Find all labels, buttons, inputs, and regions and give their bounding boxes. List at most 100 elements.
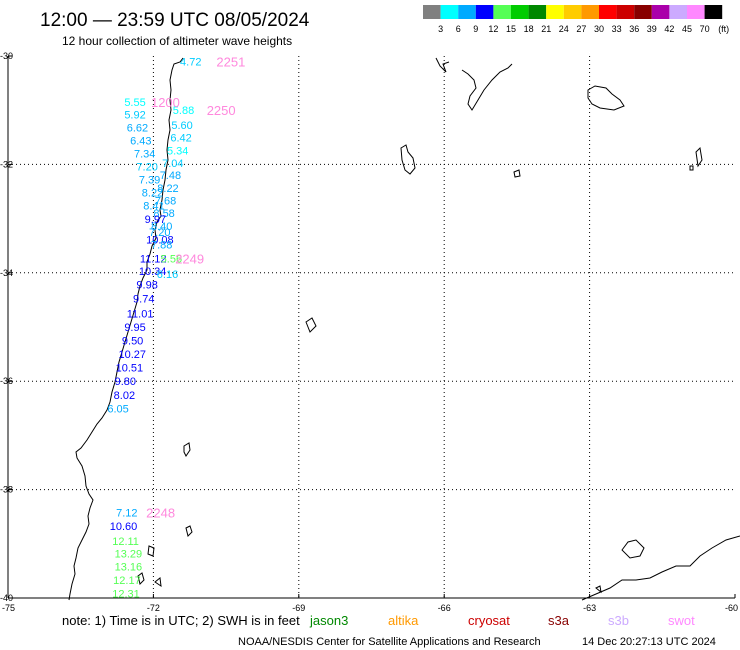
satellite-s3a: s3a [548, 613, 570, 628]
legend-swatch [493, 5, 511, 19]
wave-height-value: 9.80 [115, 376, 136, 388]
wave-height-value: 9.95 [124, 322, 145, 334]
wave-height-value: 6.62 [127, 123, 148, 135]
lon-label: -75 [2, 603, 15, 613]
wave-height-value: 10.51 [116, 363, 144, 375]
wave-height-value: 8.02 [114, 390, 135, 402]
wave-height-value: 6.43 [130, 136, 151, 148]
wave-height-value: 11.12 [140, 254, 167, 266]
legend-swatch [704, 5, 723, 19]
legend-label: 36 [629, 24, 639, 34]
island-dot-c [595, 585, 602, 594]
legend-swatch [616, 5, 635, 19]
legend-label: 21 [541, 24, 551, 34]
island-small-c [137, 572, 145, 585]
legend-swatch [528, 5, 547, 19]
wave-height-value: 9.50 [122, 336, 143, 348]
legend-label: 39 [647, 24, 657, 34]
legend-label: 15 [506, 24, 516, 34]
legend-swatch [423, 5, 441, 19]
lat-label: -38 [0, 485, 13, 495]
wave-height-value: 5.88 [173, 105, 194, 117]
coastline [68, 57, 740, 601]
lon-label: -63 [583, 603, 596, 613]
wave-height-value: 4.72 [180, 56, 201, 68]
legend-label: 33 [612, 24, 622, 34]
legend-swatch [634, 5, 652, 19]
argentina-bay [621, 539, 645, 559]
wave-height-value: 9.74 [133, 293, 154, 305]
wave-height-value: 7.88 [151, 240, 172, 252]
wave-height-value: 8.41 [143, 201, 164, 213]
wave-height-value: 8.22 [157, 183, 178, 195]
wave-height-value: 12.17 [113, 575, 141, 587]
wave-height-value: 7.20 [136, 162, 157, 174]
legend-swatch [669, 5, 687, 19]
lon-label: -60 [725, 603, 738, 613]
wave-height-value: 7.12 [116, 507, 137, 519]
wave-height-value: 13.29 [115, 549, 143, 561]
wave-height-value: 11.01 [127, 308, 154, 320]
lon-label: -69 [292, 603, 305, 613]
lat-label: -30 [0, 51, 13, 61]
wave-height-value: 9.97 [145, 214, 166, 226]
legend-swatch [581, 5, 599, 19]
wave-height-value: 10.08 [146, 235, 174, 247]
wave-height-value: 5.34 [167, 145, 188, 157]
legend-label: 42 [664, 24, 674, 34]
wave-height-value: 7.48 [160, 170, 181, 182]
wave-height-value: 5.56 [161, 254, 182, 266]
legend-label: 24 [559, 24, 569, 34]
argentina-coastline-north [435, 57, 513, 111]
map-title: 12:00 — 23:59 UTC 08/05/2024 [40, 10, 310, 31]
footer-credit: NOAA/NESDIS Center for Satellite Applica… [238, 636, 541, 648]
legend-label: 45 [682, 24, 692, 34]
legend-swatch [475, 5, 494, 19]
argentina-island-a [587, 85, 625, 111]
satellite-swot: swot [668, 613, 695, 628]
wave-height-value: 6.05 [107, 403, 128, 415]
wave-height-value: 10.34 [139, 266, 167, 278]
footer-note: note: 1) Time is in UTC; 2) SWH is in fe… [62, 613, 300, 628]
color-legend: 3 6 9 12 15 18 21 24 27 30 33 36 39 42 45 70 (ft) [423, 5, 729, 34]
legend-swatch [687, 5, 705, 19]
lon-label: -66 [438, 603, 451, 613]
island-dot-a [513, 169, 521, 178]
satellite-cryosat: cryosat [468, 613, 510, 628]
island-dot-b [695, 146, 703, 168]
legend-swatch [651, 5, 670, 19]
lat-label: -36 [0, 376, 13, 386]
lat-label: -40 [0, 593, 13, 603]
wave-height-value: 12.11 [112, 536, 139, 548]
observations-layer: 4.72 5.55 5.88 5.92 5.60 6.62 6.42 6.43 5.34 7.34… [107, 56, 201, 600]
wave-height-value: 7.39 [139, 175, 160, 187]
legend-label: 18 [524, 24, 534, 34]
satellite-s3b: s3b [608, 613, 629, 628]
island-small-b [154, 577, 162, 588]
wave-height-value: 5.92 [124, 110, 145, 122]
wave-height-value: 6.42 [170, 132, 191, 144]
legend-unit: (ft) [718, 24, 729, 34]
satellite-jason3: jason3 [309, 613, 348, 628]
legend-swatch [599, 5, 617, 19]
legend-label: 30 [594, 24, 604, 34]
wave-height-value: 10.60 [110, 521, 138, 533]
wave-height-value: 5.55 [124, 97, 145, 109]
time-labels-layer: 2251 1200 2250 2249 2248 [146, 54, 245, 520]
wave-height-value: 7.68 [155, 196, 176, 208]
legend-label: 12 [488, 24, 498, 34]
legend-label: 70 [700, 24, 710, 34]
legend-swatch [511, 5, 529, 19]
pass-time-label: 2249 [175, 252, 204, 267]
legend-swatch [546, 5, 564, 19]
graticule: -30 -32 -34 -36 -38 -40-75 -72 -69 -66 -63 -60 [0, 51, 738, 613]
map-subtitle: 12 hour collection of altimeter wave hei… [62, 34, 292, 48]
legend-label: 27 [576, 24, 586, 34]
wave-height-value: 8.40 [151, 221, 172, 233]
lat-label: -34 [0, 268, 13, 278]
wave-height-value: 6.16 [157, 269, 178, 281]
wave-height-value: 8.58 [153, 208, 174, 220]
wave-height-value: 7.04 [162, 158, 183, 170]
wave-height-value: 5.60 [171, 120, 192, 132]
